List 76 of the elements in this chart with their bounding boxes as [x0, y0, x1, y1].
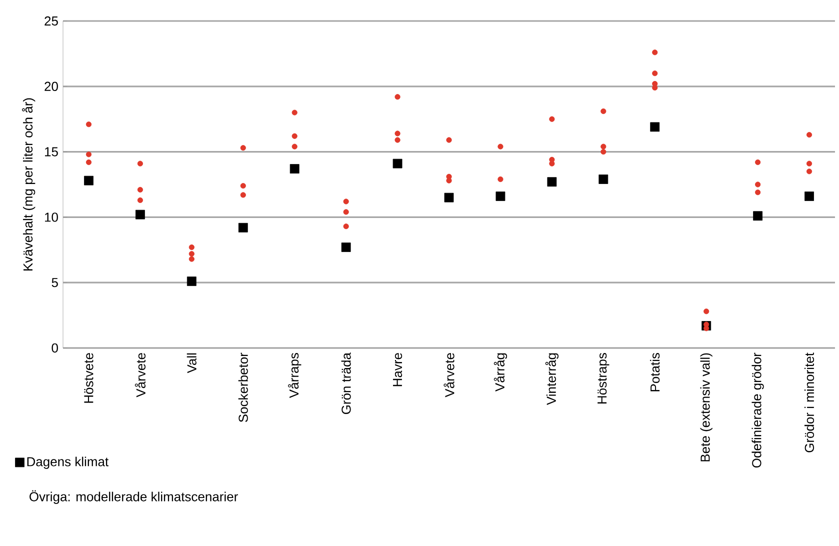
point — [446, 137, 452, 143]
point — [137, 197, 144, 203]
point — [188, 251, 194, 257]
point — [704, 326, 710, 332]
point — [238, 222, 248, 232]
point — [600, 108, 606, 114]
x-tick-label: Höstvete — [84, 353, 94, 403]
point — [392, 158, 402, 168]
point — [804, 192, 814, 201]
x-tick-label: Grön träda — [341, 352, 351, 414]
x-tick-label: Vårvete — [134, 353, 146, 398]
point — [240, 192, 246, 198]
point — [598, 174, 608, 184]
x-tick-label: Höstraps — [598, 352, 610, 404]
y-axis-title: Kvävehalt (mg per liter och år) — [22, 98, 36, 270]
x-tick-label: Vårråg — [494, 353, 508, 392]
point — [137, 160, 144, 166]
point — [753, 211, 762, 221]
y-tick-label: 0 — [52, 343, 58, 353]
x-tick-label: Odefinierade grödor — [752, 352, 764, 468]
x-tick-label: Havre — [393, 353, 402, 386]
point — [496, 192, 506, 201]
point — [343, 224, 349, 230]
point — [86, 159, 92, 166]
x-tick-label: Vårraps — [288, 352, 302, 398]
point — [498, 144, 504, 150]
point — [86, 122, 92, 128]
point — [650, 122, 660, 132]
point — [394, 94, 400, 100]
point — [136, 210, 145, 220]
point — [498, 176, 504, 182]
point — [290, 164, 300, 174]
point — [84, 176, 94, 186]
point — [806, 168, 812, 174]
point — [292, 133, 298, 139]
x-tick-label: Potatis — [650, 352, 660, 392]
point — [394, 137, 400, 143]
point — [394, 130, 400, 136]
y-tick-label: 25 — [44, 16, 58, 26]
point — [754, 182, 761, 188]
point — [341, 242, 351, 252]
x-tick-label: Vinterråg — [545, 353, 559, 405]
y-tick-label: 10 — [45, 212, 58, 222]
point — [549, 116, 555, 122]
text: Övriga: modellerade klimatscenarier — [30, 490, 238, 504]
point — [137, 186, 144, 193]
point — [600, 144, 606, 150]
point — [600, 148, 606, 155]
x-tick-label: Sockerbetor — [238, 352, 248, 422]
x-tick-label: Bete (extensiv vall) — [700, 353, 712, 462]
point — [652, 70, 658, 76]
point — [188, 244, 194, 250]
point — [754, 159, 761, 166]
legend-label: Dagens klimat — [27, 456, 108, 469]
point — [186, 276, 196, 286]
y-tick-label: 5 — [52, 278, 58, 288]
point — [806, 132, 812, 138]
point — [343, 198, 349, 204]
point — [806, 160, 812, 166]
x-tick-label: Vårvete — [444, 353, 454, 398]
point — [547, 177, 557, 187]
point — [652, 50, 658, 56]
x-tick-label: Grödor i minoritet — [804, 352, 814, 452]
point — [343, 209, 349, 215]
x-tick-label: Vall — [186, 353, 196, 374]
y-tick-label: 15 — [45, 147, 58, 156]
point — [754, 190, 761, 196]
point — [86, 152, 92, 158]
point — [704, 308, 710, 314]
y-tick-label: 20 — [44, 82, 58, 91]
point — [292, 110, 298, 116]
point — [188, 256, 194, 262]
point — [240, 145, 246, 151]
point — [444, 192, 454, 202]
point — [292, 144, 298, 150]
point — [240, 183, 246, 189]
